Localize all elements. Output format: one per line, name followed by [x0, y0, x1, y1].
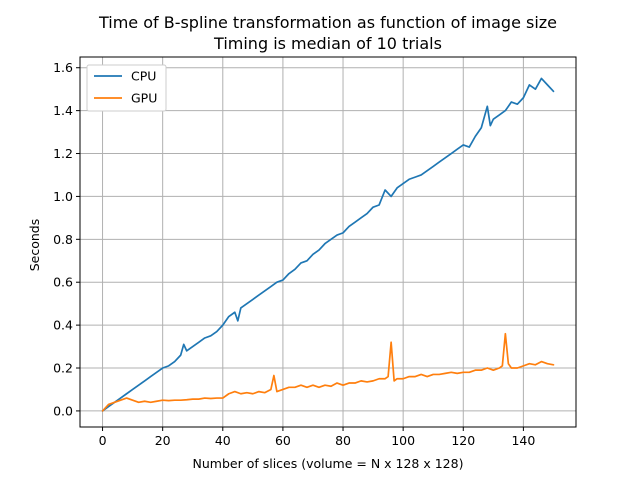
x-tick-label: 40	[215, 433, 231, 448]
y-tick-label: 1.4	[53, 103, 73, 118]
x-tick-label: 140	[511, 433, 535, 448]
x-tick-label: 0	[99, 433, 107, 448]
series-line-gpu	[101, 332, 555, 412]
chart-subtitle: Timing is median of 10 trials	[213, 34, 442, 53]
legend-label-gpu: GPU	[131, 91, 157, 106]
plot-frame	[79, 56, 577, 428]
x-tick-label: 80	[335, 433, 351, 448]
series-line-cpu	[101, 77, 555, 412]
x-axis-label: Number of slices (volume = N x 128 x 128…	[193, 456, 464, 471]
y-axis: 0.0 0.2 0.4 0.6 0.8 1.0 1.2 1.4 1.6	[53, 60, 80, 418]
y-tick-label: 1.0	[53, 189, 73, 204]
legend-label-cpu: CPU	[131, 69, 156, 84]
y-tick-label: 1.2	[53, 146, 73, 161]
x-tick-label: 60	[275, 433, 291, 448]
legend: CPU GPU	[86, 64, 167, 112]
chart-title: Time of B-spline transformation as funct…	[98, 13, 557, 32]
grid	[80, 57, 576, 427]
x-tick-label: 120	[451, 433, 475, 448]
x-tick-label: 20	[155, 433, 171, 448]
y-tick-label: 0.0	[53, 403, 73, 418]
y-axis-label: Seconds	[27, 219, 42, 272]
y-tick-label: 1.6	[53, 60, 73, 75]
x-axis: 0 20 40 60 80 100 120 140	[99, 427, 535, 448]
x-tick-label: 100	[391, 433, 415, 448]
y-tick-label: 0.8	[53, 232, 73, 247]
y-tick-label: 0.6	[53, 275, 73, 290]
series-layer	[101, 77, 555, 412]
y-tick-label: 0.2	[53, 361, 73, 376]
y-tick-label: 0.4	[53, 318, 73, 333]
